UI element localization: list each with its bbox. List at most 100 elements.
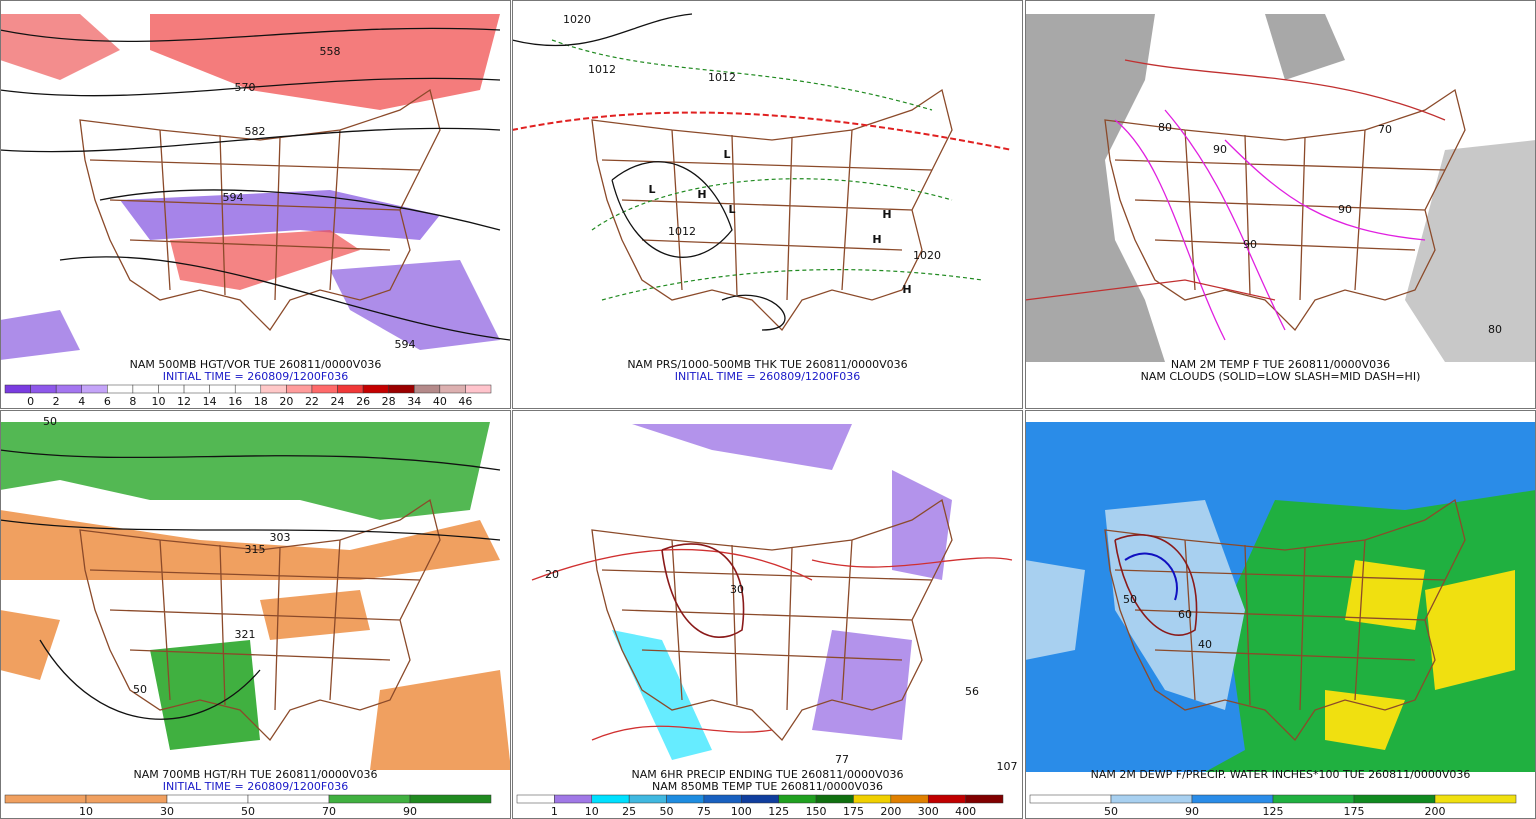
map-label: 70 <box>1378 123 1392 136</box>
map-label: L <box>648 183 655 196</box>
colorbar-label: 100 <box>731 805 752 818</box>
colorbar-label: 125 <box>1263 805 1284 818</box>
dewpoint <box>1114 534 1198 636</box>
map-label: 594 <box>395 338 416 351</box>
caption: NAM 700MB HGT/RH TUE 260811/0000V036 <box>134 768 378 781</box>
map-label: 594 <box>223 191 244 204</box>
precip <box>892 470 952 580</box>
temp <box>531 548 1013 741</box>
colorbar-label: 30 <box>160 805 174 818</box>
map <box>531 424 1013 760</box>
colorbar-swatch <box>1191 794 1274 804</box>
vorticity <box>0 310 80 360</box>
map-label: 315 <box>245 543 266 556</box>
colorbar-label: 40 <box>433 395 447 408</box>
clouds <box>1405 140 1536 362</box>
clouds <box>1025 14 1165 362</box>
map-label: 1012 <box>668 225 696 238</box>
panel-frame <box>0 0 511 409</box>
map-label: H <box>872 233 881 246</box>
colorbar-label: 200 <box>1425 805 1446 818</box>
colorbar-label: 50 <box>660 805 674 818</box>
map-label: 321 <box>235 628 256 641</box>
colorbar-swatch <box>439 384 466 394</box>
colorbar-label: 1 <box>551 805 558 818</box>
dewpoint <box>1124 552 1178 601</box>
contours <box>0 449 501 720</box>
map-label: 80 <box>1158 121 1172 134</box>
pw <box>1105 500 1245 710</box>
temp-90 <box>1114 109 1426 341</box>
colorbar-swatch <box>591 794 630 804</box>
pw <box>1025 560 1085 660</box>
colorbar-label: 175 <box>843 805 864 818</box>
colorbar-label: 24 <box>331 395 345 408</box>
colorbar-swatch <box>107 384 134 394</box>
colorbar-label: 14 <box>203 395 217 408</box>
colorbar-swatch <box>409 794 492 804</box>
colorbar-label: 200 <box>880 805 901 818</box>
colorbar-swatch <box>516 794 555 804</box>
map-label: 1012 <box>708 71 736 84</box>
caption: NAM 2M DEWP F/PRECIP. WATER INCHES*100 T… <box>1091 768 1471 781</box>
map-label: H <box>902 283 911 296</box>
colorbar-swatch <box>853 794 892 804</box>
caption: NAM PRS/1000-500MB THK TUE 260811/0000V0… <box>627 358 907 371</box>
colorbar-swatch <box>337 384 364 394</box>
colorbar-swatch <box>778 794 817 804</box>
caption: INITIAL TIME = 260809/1200F036 <box>163 370 348 383</box>
colorbar-swatch <box>554 794 593 804</box>
colorbar-swatch <box>1353 794 1436 804</box>
colorbar-swatch <box>1272 794 1355 804</box>
colorbar-swatch <box>666 794 705 804</box>
colorbar-label: 46 <box>458 395 472 408</box>
colorbar-label: 28 <box>382 395 396 408</box>
vorticity <box>0 14 120 80</box>
temp <box>661 543 745 639</box>
colorbar-label: 400 <box>955 805 976 818</box>
colorbar-swatch <box>465 384 492 394</box>
rh <box>260 590 370 640</box>
rh <box>0 610 60 680</box>
colorbar-label: 10 <box>151 395 165 408</box>
colorbar-label: 10 <box>585 805 599 818</box>
colorbar-swatch <box>286 384 313 394</box>
map-label: 40 <box>1198 638 1212 651</box>
colorbar-swatch <box>965 794 1004 804</box>
rh <box>0 510 500 580</box>
map-label: 107 <box>997 760 1018 773</box>
caption: NAM CLOUDS (SOLID=LOW SLASH=MID DASH=HI) <box>1141 370 1421 383</box>
map-label: 30 <box>730 583 744 596</box>
colorbar-label: 8 <box>129 395 136 408</box>
colorbar-label: 6 <box>104 395 111 408</box>
thickness <box>551 39 983 301</box>
colorbar-swatch <box>628 794 667 804</box>
colorbar-swatch <box>414 384 441 394</box>
colorbar-label: 4 <box>78 395 85 408</box>
colorbar-label: 20 <box>279 395 293 408</box>
map-label: H <box>882 208 891 221</box>
map-label: 90 <box>1338 203 1352 216</box>
colorbar-label: 90 <box>403 805 417 818</box>
map-label: 50 <box>43 415 57 428</box>
map-label: 50 <box>133 683 147 696</box>
map <box>511 13 1013 331</box>
map-label: 570 <box>235 81 256 94</box>
map-label: 1020 <box>563 13 591 26</box>
caption: NAM 500MB HGT/VOR TUE 260811/0000V036 <box>130 358 382 371</box>
colorbar-swatch <box>81 384 108 394</box>
colorbar-swatch <box>362 384 389 394</box>
caption: INITIAL TIME = 260809/1200F036 <box>675 370 860 383</box>
colorbar-label: 12 <box>177 395 191 408</box>
clouds <box>1265 14 1345 80</box>
panel-frame <box>512 0 1023 409</box>
colorbar-swatch <box>183 384 210 394</box>
colorbar-label: 90 <box>1185 805 1199 818</box>
colorbar-label: 70 <box>322 805 336 818</box>
map-label: 90 <box>1243 238 1257 251</box>
colorbar-label: 18 <box>254 395 268 408</box>
colorbar-swatch <box>388 384 415 394</box>
colorbar-swatch <box>247 794 330 804</box>
colorbar-label: 10 <box>79 805 93 818</box>
